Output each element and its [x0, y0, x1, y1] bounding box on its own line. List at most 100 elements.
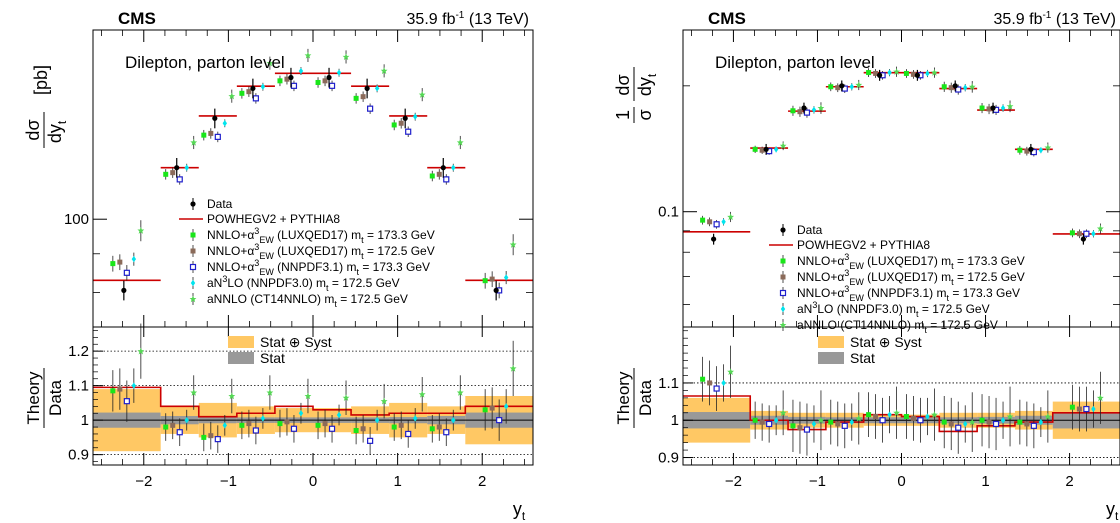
theory-point [163, 171, 169, 177]
legend-label-stat-part: Stat [260, 350, 285, 366]
legend-label-an3lo-part: 3 [222, 274, 227, 284]
ratio-point [496, 417, 503, 424]
luminosity-label: 35.9 fb-1 (13 TeV) [407, 10, 529, 28]
legend-label-luxqed_1733-part: t [361, 235, 364, 245]
data-point [402, 115, 408, 121]
theory-point [170, 170, 176, 176]
y-axis-title-num-part: dσ [613, 74, 633, 95]
ratio-axis-title-num-part: Theory [24, 371, 43, 424]
data-point [288, 74, 294, 81]
legend-label-luxqed_1733-part: EW [259, 235, 274, 245]
panel-absolute: −2 −1 0 1 2 100 0.9 1 1.1 1.2 CMS 35.9 fb-1 (13 TeV… [23, 9, 534, 523]
luminosity-label-part: -1 [1042, 10, 1051, 21]
theory-point [322, 78, 328, 84]
x-tick-label: −1 [220, 473, 237, 490]
ratio-point [405, 430, 412, 438]
legend-swatch-total [228, 336, 254, 348]
legend-marker-an3lo [190, 279, 196, 287]
legend-label-annlo-part: aNNLO (CT14NNLO) m [207, 292, 334, 306]
ratio-point [277, 421, 283, 427]
ratio-point [1069, 404, 1075, 410]
ratio-y-tick-label: 0.9 [68, 447, 89, 464]
theory-point [190, 138, 198, 146]
data-point [364, 85, 370, 91]
y-axis-title-den-part: dy [635, 77, 655, 96]
legend-label-luxqed_1725-part: (LUXQED17) m [274, 244, 361, 258]
theory-point [1024, 148, 1030, 154]
legend-label-an3lo-part: LO (NNPDF3.0) m [817, 302, 916, 316]
ratio-point [380, 397, 388, 405]
ratio-point [436, 424, 442, 430]
ratio-axis-title-den: Data [46, 380, 65, 416]
legend-label-stat: Stat [850, 350, 875, 366]
data-point [121, 287, 127, 293]
region-label-part: Dilepton, parton level [125, 53, 285, 72]
theory-point [752, 146, 758, 152]
ratio-point [246, 421, 252, 427]
ratio-point [163, 424, 169, 430]
ratio-point [239, 422, 245, 428]
legend-label-annlo-part: = 172.5 GeV [927, 318, 998, 332]
legend-label-luxqed_1733-part: = 173.3 GeV [954, 254, 1025, 268]
theory-point [315, 79, 321, 85]
ratio-axis-title-den-part: Data [636, 380, 655, 416]
theory-point [727, 213, 735, 221]
ratio-point [790, 423, 796, 429]
ratio-point [1044, 413, 1052, 420]
ratio-point [811, 420, 817, 428]
data-point [952, 83, 958, 89]
ratio-point [968, 418, 976, 426]
legend-label-luxqed_1725-part: EW [849, 277, 864, 287]
ratio-point [443, 429, 450, 436]
theory-point [482, 278, 488, 284]
ratio-point [398, 422, 404, 428]
x-tick-label-part: −1 [809, 473, 826, 490]
ratio-point [336, 411, 342, 419]
legend-marker-luxqed_1733 [190, 232, 196, 238]
legend-label-annlo-part: aNNLO (CT14NNLO) m [797, 318, 924, 332]
ratio-point [849, 418, 854, 426]
ratio-point [779, 409, 787, 417]
legend-label-nnpdf31-part: (NNPDF3.1) m [274, 260, 357, 274]
y-tick-label: 100 [64, 211, 89, 228]
y-axis-title-num: dσ [23, 119, 43, 140]
luminosity-label-part: (13 TeV) [464, 11, 529, 28]
ratio-point [184, 416, 189, 424]
ratio-point [266, 389, 274, 396]
legend-label-nnpdf31-part: NNLO+α [207, 260, 254, 274]
ratio-point [284, 419, 290, 425]
legend-label-data: Data [207, 197, 233, 211]
luminosity-label-part: 35.9 fb [994, 11, 1043, 28]
ratio-axis-title-num-part: Theory [614, 371, 633, 424]
ratio-point [1006, 413, 1014, 420]
x-tick-label-part: 2 [1065, 473, 1073, 490]
ratio-point [925, 413, 930, 420]
legend-label-luxqed_1733-part: NNLO+α [207, 228, 254, 242]
data-point [990, 105, 996, 111]
theory-point [887, 69, 892, 76]
ratio-point [713, 385, 720, 392]
x-tick-label-part: 0 [309, 473, 317, 490]
legend-label-nnpdf31-part: 3 [844, 284, 849, 294]
y-axis-title: 1 σ dσ dyt [613, 67, 659, 123]
legend-label-luxqed_1725-part: = 172.5 GeV [364, 244, 435, 258]
legend-label-stat: Stat [260, 350, 285, 366]
legend-marker-luxqed_1733 [780, 258, 786, 264]
legend-swatch-total [818, 336, 844, 348]
theory-point [713, 221, 720, 228]
ratio-point [855, 414, 863, 422]
legend-label-luxqed_1733-part: t [951, 261, 954, 271]
ratio-point [260, 415, 266, 422]
data-point [763, 146, 769, 152]
theory-point [968, 83, 976, 91]
legend-label-luxqed_1733-part: (LUXQED17) m [864, 254, 951, 268]
legend-label-data-part: Data [797, 223, 823, 237]
x-axis-title-part: t [522, 509, 526, 523]
theory-point [374, 85, 380, 92]
ratio-point [759, 419, 765, 425]
legend-label-an3lo-part: aN [207, 276, 222, 290]
ratio-point [963, 420, 968, 428]
theory-point [811, 106, 817, 114]
legend-label-nnpdf31-part: = 173.3 GeV [359, 260, 430, 274]
